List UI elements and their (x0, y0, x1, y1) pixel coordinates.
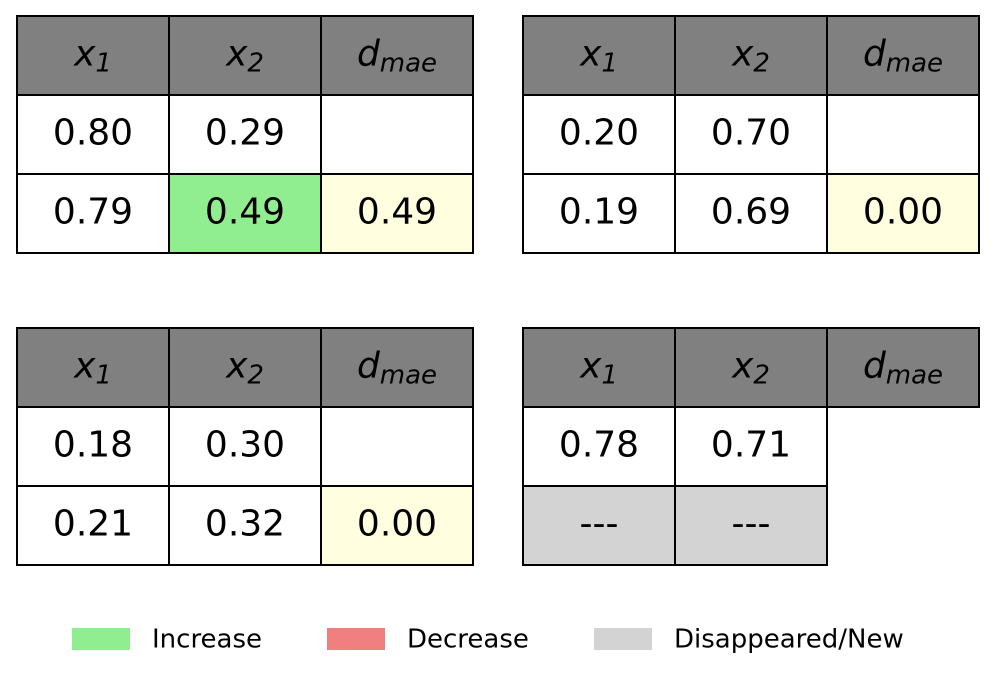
cell (320, 94, 474, 175)
header-label: x2 (731, 34, 770, 79)
header-subscript: mae (380, 360, 437, 390)
cell-value: 0.71 (711, 425, 791, 466)
cell (522, 406, 676, 487)
header-symbol: d (357, 34, 381, 75)
header-symbol: x (73, 346, 96, 387)
cell-value: 0.78 (559, 425, 639, 466)
cell (168, 173, 322, 254)
cell-value: 0.69 (711, 192, 791, 233)
cell-value: 0.00 (863, 192, 943, 233)
cell (674, 173, 828, 254)
header-label: x1 (579, 346, 618, 391)
cell-value: 0.32 (205, 504, 285, 545)
header-symbol: x (579, 34, 602, 75)
cell-value: --- (580, 504, 619, 545)
cell (522, 173, 676, 254)
header-subscript: mae (886, 48, 943, 78)
legend-swatch (72, 628, 130, 650)
header-cell (826, 15, 980, 96)
header-subscript: 1 (95, 360, 112, 390)
cell (16, 406, 170, 487)
header-cell (168, 327, 322, 408)
header-symbol: x (731, 346, 754, 387)
cell (826, 94, 980, 175)
cell-value: 0.19 (559, 192, 639, 233)
header-subscript: 1 (601, 48, 618, 78)
header-symbol: d (863, 346, 887, 387)
header-subscript: 2 (247, 48, 264, 78)
cell-value: 0.29 (205, 113, 285, 154)
cell-value: 0.18 (53, 425, 133, 466)
header-cell (674, 327, 828, 408)
header-label: x1 (73, 34, 112, 79)
header-subscript: 2 (753, 360, 770, 390)
header-label: x2 (225, 346, 264, 391)
legend-label: Increase (152, 625, 262, 655)
header-symbol: x (731, 34, 754, 75)
header-cell (16, 15, 170, 96)
header-label: x1 (73, 346, 112, 391)
header-label: x2 (225, 34, 264, 79)
header-cell (826, 327, 980, 408)
cell-value: 0.49 (357, 192, 437, 233)
header-subscript: mae (380, 48, 437, 78)
header-label: dmae (357, 346, 437, 391)
header-label: dmae (863, 34, 943, 79)
cell (16, 94, 170, 175)
cell-value: 0.80 (53, 113, 133, 154)
header-symbol: d (357, 346, 381, 387)
header-cell (522, 15, 676, 96)
header-cell (320, 327, 474, 408)
cell-value: --- (732, 504, 771, 545)
cell-value: 0.30 (205, 425, 285, 466)
header-label: x2 (731, 346, 770, 391)
cell (522, 94, 676, 175)
cell-value: 0.49 (205, 192, 285, 233)
legend-label: Decrease (407, 625, 529, 655)
header-cell (320, 15, 474, 96)
header-symbol: x (73, 34, 96, 75)
cell (826, 173, 980, 254)
header-subscript: 2 (753, 48, 770, 78)
header-symbol: x (225, 346, 248, 387)
header-subscript: mae (886, 360, 943, 390)
cell (320, 485, 474, 566)
cell-value: 0.00 (357, 504, 437, 545)
cell-value: 0.79 (53, 192, 133, 233)
cell-value: 0.70 (711, 113, 791, 154)
header-subscript: 1 (95, 48, 112, 78)
cell-value: 0.21 (53, 504, 133, 545)
header-label: dmae (863, 346, 943, 391)
header-symbol: x (579, 346, 602, 387)
header-subscript: 2 (247, 360, 264, 390)
legend-swatch (594, 628, 652, 650)
cell (522, 485, 676, 566)
cell (674, 94, 828, 175)
legend-label: Disappeared/New (674, 625, 904, 655)
header-label: dmae (357, 34, 437, 79)
header-cell (674, 15, 828, 96)
header-symbol: x (225, 34, 248, 75)
header-subscript: 1 (601, 360, 618, 390)
header-label: x1 (579, 34, 618, 79)
cell (320, 406, 474, 487)
cell (674, 485, 828, 566)
cell-value: 0.20 (559, 113, 639, 154)
cell (320, 173, 474, 254)
header-symbol: d (863, 34, 887, 75)
cell (168, 406, 322, 487)
legend-swatch (327, 628, 385, 650)
cell (674, 406, 828, 487)
cell (168, 485, 322, 566)
